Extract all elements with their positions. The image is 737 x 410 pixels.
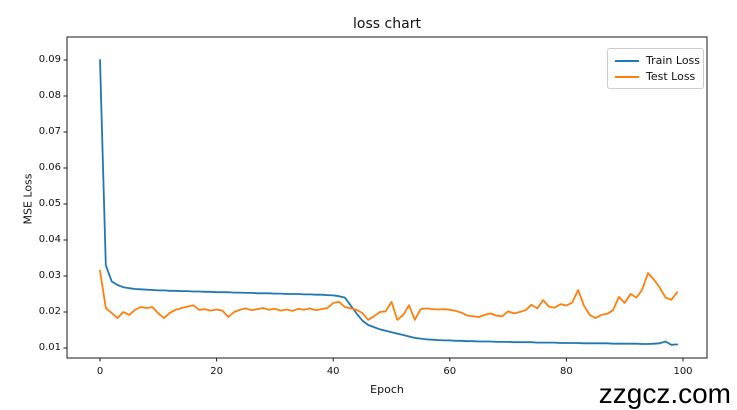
y-tick-label: 0.07 <box>38 126 61 137</box>
y-tick-label: 0.05 <box>38 198 61 209</box>
x-tick-label: 40 <box>326 366 340 377</box>
train-loss-line-swatch <box>615 59 639 62</box>
axes-box <box>66 36 708 359</box>
legend-label-train-loss: Train Loss <box>646 54 701 67</box>
legend-label-test-loss: Test Loss <box>646 70 696 83</box>
legend-item-test-loss: Test Loss <box>615 70 696 83</box>
y-tick-label: 0.09 <box>38 54 61 65</box>
legend: Train Loss Test Loss <box>607 48 704 89</box>
x-tick-label: 0 <box>96 366 104 377</box>
legend-item-train-loss: Train Loss <box>615 54 700 67</box>
x-tick-label: 80 <box>560 366 573 377</box>
test-loss-line <box>99 269 679 321</box>
y-tick-label: 0.01 <box>38 342 61 353</box>
x-tick-label: 60 <box>443 366 457 377</box>
x-tick-label: 100 <box>673 366 693 377</box>
y-tick-label: 0.04 <box>38 234 61 245</box>
watermark: zzgcz.com <box>597 374 737 410</box>
chart-title: loss chart <box>353 16 421 32</box>
y-tick-label: 0.08 <box>38 90 61 101</box>
y-tick-label: 0.03 <box>38 270 61 281</box>
train-loss-line <box>99 59 679 346</box>
x-axis-label: Epoch <box>370 383 404 396</box>
x-tick-label: 20 <box>210 366 223 377</box>
y-tick-label: 0.06 <box>38 162 61 173</box>
y-tick-label: 0.02 <box>38 306 61 317</box>
test-loss-line-swatch <box>615 75 639 78</box>
